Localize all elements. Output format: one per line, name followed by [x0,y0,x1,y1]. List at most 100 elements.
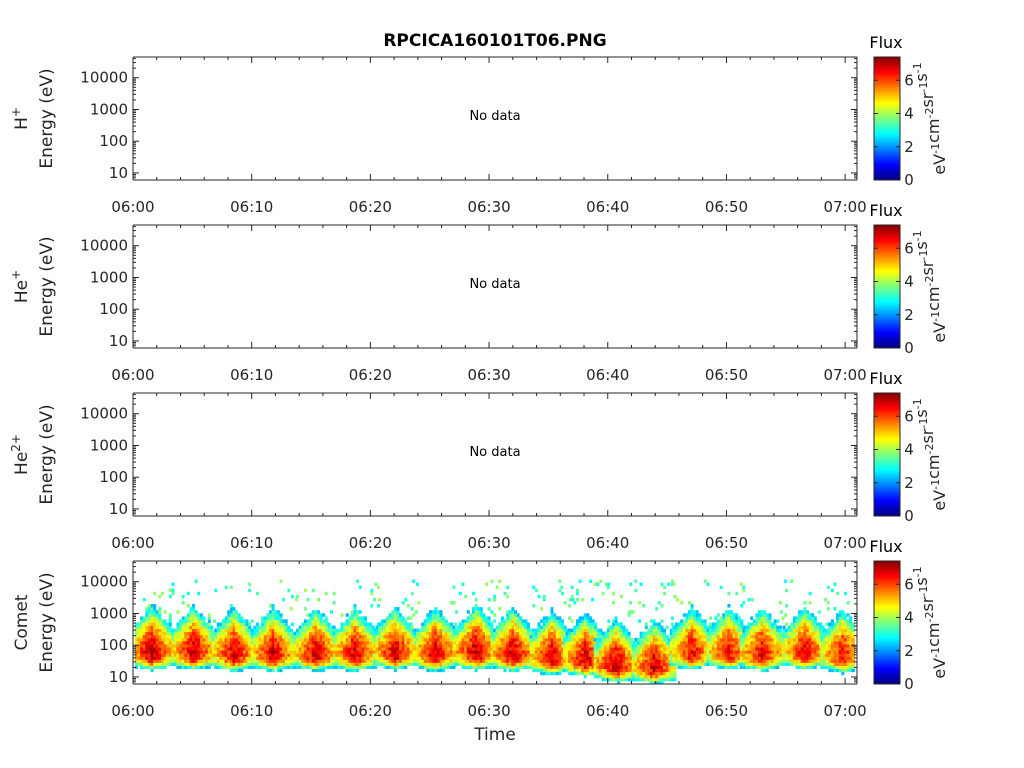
heatmap-cell [583,647,587,651]
heatmap-cell [166,650,170,654]
heatmap-cell [276,641,280,645]
heatmap-cell [364,659,367,663]
heatmap-cell [426,662,430,666]
heatmap-cell [263,665,267,669]
heatmap-cell [279,625,283,630]
heatmap-cell [622,677,626,682]
heatmap-cell [652,665,656,669]
heatmap-cell [555,628,559,633]
heatmap-cell [284,644,288,648]
heatmap-cell [558,668,562,673]
heatmap-cell [317,625,320,630]
heatmap-cell [495,585,499,590]
heatmap-cell [601,650,605,654]
heatmap-cell [373,662,376,666]
heatmap-cell [229,656,233,660]
heatmap-cell [332,653,336,657]
heatmap-cell [657,634,661,639]
heatmap-cell [335,650,339,654]
heatmap-cell [429,622,432,626]
heatmap-cell [276,616,280,620]
heatmap-cell [194,637,198,642]
heatmap-cell [657,677,661,682]
heatmap-cell [490,634,494,639]
heatmap-cell [593,637,597,642]
heatmap-cell [612,634,615,639]
heatmap-cell [371,665,375,669]
heatmap-cell [693,650,697,654]
no-data-message: No data [469,277,520,292]
heatmap-cell [388,616,392,620]
heatmap-cell [289,656,293,660]
heatmap-cell [240,628,244,633]
heatmap-cell [498,628,502,633]
heatmap-cell [237,662,241,666]
heatmap-cell [401,622,405,626]
heatmap-cell [343,634,347,639]
heatmap-cell [211,647,215,651]
heatmap-cell [348,634,352,639]
heatmap-cell [301,631,305,636]
heatmap-cell [631,671,635,676]
heatmap-cell [506,628,510,633]
heatmap-cell [134,650,138,654]
heatmap-cell [383,628,387,633]
heatmap-cell [498,637,502,642]
heatmap-cell [619,650,623,654]
colorbar-label: Flux [869,201,902,220]
heatmap-cell [383,622,387,626]
heatmap-cell [695,656,699,660]
heatmap-cell [391,662,395,666]
heatmap-cell [701,662,704,666]
heatmap-cell [207,622,211,626]
heatmap-cell [358,650,362,654]
heatmap-cell [140,637,144,642]
heatmap-cell [353,665,357,669]
heatmap-cell [464,659,468,663]
heatmap-cell [423,665,427,669]
heatmap-cell [701,644,704,648]
heatmap-cell [606,631,610,636]
heatmap-cell [464,594,468,599]
heatmap-cell [500,656,504,660]
heatmap-cell [383,644,387,648]
heatmap-cell [716,665,720,669]
heatmap-cell [672,634,676,639]
heatmap-cell [227,610,231,614]
heatmap-cell [511,628,515,633]
heatmap-cell [189,656,193,660]
heatmap-cell [287,644,291,648]
heatmap-cell [660,662,664,666]
heatmap-cell [642,665,646,669]
heatmap-cell [148,656,151,660]
heatmap-cell [537,656,541,660]
heatmap-cell [637,665,640,669]
heatmap-cell [189,637,193,642]
heatmap-cell [652,647,656,651]
heatmap-cell [714,650,718,654]
heatmap-cell [482,622,486,626]
heatmap-cell [240,647,244,651]
heatmap-cell [735,644,739,648]
heatmap-cell [214,647,218,651]
heatmap-cell [216,653,220,657]
heatmap-cell [583,619,587,623]
heatmap-cell [493,628,497,633]
heatmap-cell [186,665,190,669]
heatmap-cell [565,637,569,642]
heatmap-cell [289,637,293,642]
heatmap-cell [650,625,653,630]
heatmap-cell [685,659,689,663]
heatmap-cell [337,637,341,642]
heatmap-cell [279,650,283,654]
heatmap-cell [466,662,470,666]
heatmap-cell [555,647,559,651]
heatmap-cell [532,585,536,590]
heatmap-cell [511,659,515,663]
heatmap-cell [565,641,569,645]
heatmap-cell [426,613,430,617]
colorbar-tick-label: 0 [904,171,914,189]
heatmap-cell [153,607,157,611]
heatmap-cell [319,662,323,666]
heatmap-cell [456,631,460,636]
